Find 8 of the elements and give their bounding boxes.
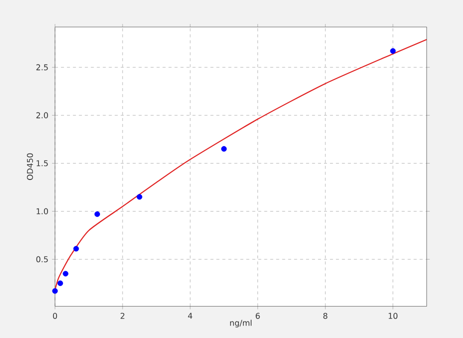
point — [136, 194, 142, 200]
point — [62, 270, 68, 276]
point — [94, 211, 100, 217]
point — [52, 288, 58, 294]
point — [57, 280, 64, 286]
point — [221, 146, 227, 152]
point — [390, 48, 396, 54]
point — [73, 246, 79, 252]
